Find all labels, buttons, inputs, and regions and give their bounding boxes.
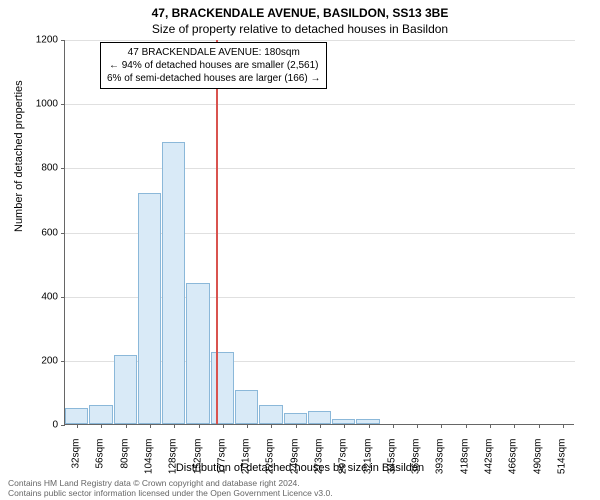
xtick-mark: [126, 424, 127, 428]
xtick-mark: [77, 424, 78, 428]
xtick-label: 418sqm: [459, 439, 470, 475]
footer-line2: Contains public sector information licen…: [8, 488, 333, 498]
xtick-mark: [393, 424, 394, 428]
ytick-mark: [61, 168, 65, 169]
ytick-label: 0: [0, 420, 58, 431]
xtick-mark: [344, 424, 345, 428]
xtick-mark: [563, 424, 564, 428]
histogram-bar: [259, 405, 282, 424]
histogram-bar: [65, 408, 88, 424]
main-title: 47, BRACKENDALE AVENUE, BASILDON, SS13 3…: [0, 0, 600, 20]
xtick-mark: [369, 424, 370, 428]
xtick-label: 297sqm: [338, 439, 349, 475]
xtick-label: 345sqm: [386, 439, 397, 475]
footer-attribution: Contains HM Land Registry data © Crown c…: [8, 478, 333, 498]
gridline: [65, 104, 575, 105]
xtick-mark: [320, 424, 321, 428]
xtick-mark: [174, 424, 175, 428]
xtick-label: 177sqm: [216, 439, 227, 475]
footer-line1: Contains HM Land Registry data © Crown c…: [8, 478, 333, 488]
xtick-label: 201sqm: [241, 439, 252, 475]
histogram-bar: [114, 355, 137, 424]
histogram-bar: [162, 142, 185, 424]
ytick-label: 1000: [0, 99, 58, 110]
annotation-line3: 6% of semi-detached houses are larger (1…: [107, 72, 320, 85]
xtick-mark: [441, 424, 442, 428]
xtick-label: 56sqm: [95, 439, 106, 469]
histogram-bar: [138, 193, 161, 424]
xtick-label: 249sqm: [289, 439, 300, 475]
xtick-label: 393sqm: [435, 439, 446, 475]
ytick-label: 200: [0, 355, 58, 366]
xtick-label: 466sqm: [508, 439, 519, 475]
xtick-label: 32sqm: [71, 439, 82, 469]
xtick-label: 442sqm: [484, 439, 495, 475]
xtick-label: 273sqm: [314, 439, 325, 475]
ytick-mark: [61, 361, 65, 362]
xtick-mark: [417, 424, 418, 428]
xtick-mark: [223, 424, 224, 428]
xtick-label: 321sqm: [362, 439, 373, 475]
xtick-label: 80sqm: [119, 439, 130, 469]
xtick-mark: [296, 424, 297, 428]
ytick-label: 800: [0, 163, 58, 174]
gridline: [65, 168, 575, 169]
reference-line: [216, 40, 218, 424]
gridline: [65, 40, 575, 41]
annotation-line1: 47 BRACKENDALE AVENUE: 180sqm: [107, 46, 320, 59]
xtick-label: 514sqm: [556, 439, 567, 475]
xtick-mark: [271, 424, 272, 428]
sub-title: Size of property relative to detached ho…: [0, 20, 600, 36]
xtick-label: 104sqm: [144, 439, 155, 475]
xtick-mark: [466, 424, 467, 428]
xtick-label: 152sqm: [192, 439, 203, 475]
histogram-bar: [235, 390, 258, 424]
histogram-bar: [284, 413, 307, 424]
annotation-line2: ← 94% of detached houses are smaller (2,…: [107, 59, 320, 72]
xtick-label: 490sqm: [532, 439, 543, 475]
ytick-label: 400: [0, 291, 58, 302]
ytick-mark: [61, 297, 65, 298]
xtick-mark: [150, 424, 151, 428]
ytick-label: 1200: [0, 35, 58, 46]
histogram-bar: [89, 405, 112, 424]
histogram-bar: [308, 411, 331, 424]
chart-container: [64, 40, 574, 425]
ytick-mark: [61, 40, 65, 41]
xtick-mark: [199, 424, 200, 428]
xtick-mark: [539, 424, 540, 428]
ytick-mark: [61, 233, 65, 234]
xtick-mark: [247, 424, 248, 428]
annotation-box: 47 BRACKENDALE AVENUE: 180sqm ← 94% of d…: [100, 42, 327, 89]
xtick-label: 369sqm: [411, 439, 422, 475]
xtick-label: 225sqm: [265, 439, 276, 475]
plot-area: [64, 40, 574, 425]
xtick-label: 128sqm: [168, 439, 179, 475]
ytick-label: 600: [0, 227, 58, 238]
histogram-bar: [211, 352, 234, 424]
histogram-bar: [186, 283, 209, 424]
ytick-mark: [61, 425, 65, 426]
xtick-mark: [101, 424, 102, 428]
xtick-mark: [514, 424, 515, 428]
ytick-mark: [61, 104, 65, 105]
xtick-mark: [490, 424, 491, 428]
